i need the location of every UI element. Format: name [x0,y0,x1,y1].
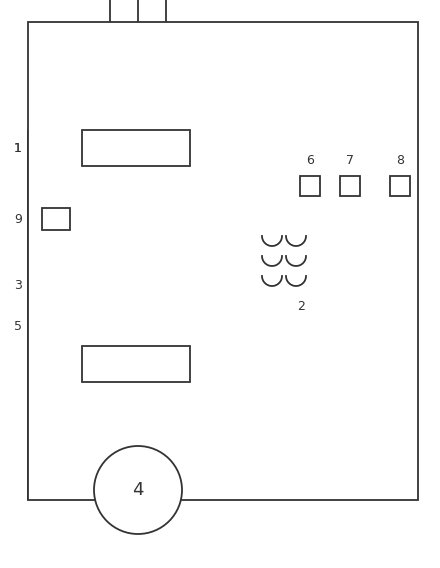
Text: 9: 9 [14,212,22,225]
Bar [28,22,418,500]
Text: 3: 3 [14,278,22,291]
Text: 1: 1 [14,141,22,154]
Bar [82,130,190,166]
Bar [42,208,70,230]
Circle shape [94,446,182,534]
Text: 1: 1 [14,141,22,154]
Bar [390,176,410,196]
Text: 7: 7 [346,153,354,166]
Text: 4: 4 [132,481,144,499]
Text: 8: 8 [396,153,404,166]
Text: 2: 2 [297,300,305,313]
Bar [300,176,320,196]
Text: 6: 6 [306,153,314,166]
Bar [82,346,190,382]
Bar [340,176,360,196]
Text: 5: 5 [14,320,22,332]
